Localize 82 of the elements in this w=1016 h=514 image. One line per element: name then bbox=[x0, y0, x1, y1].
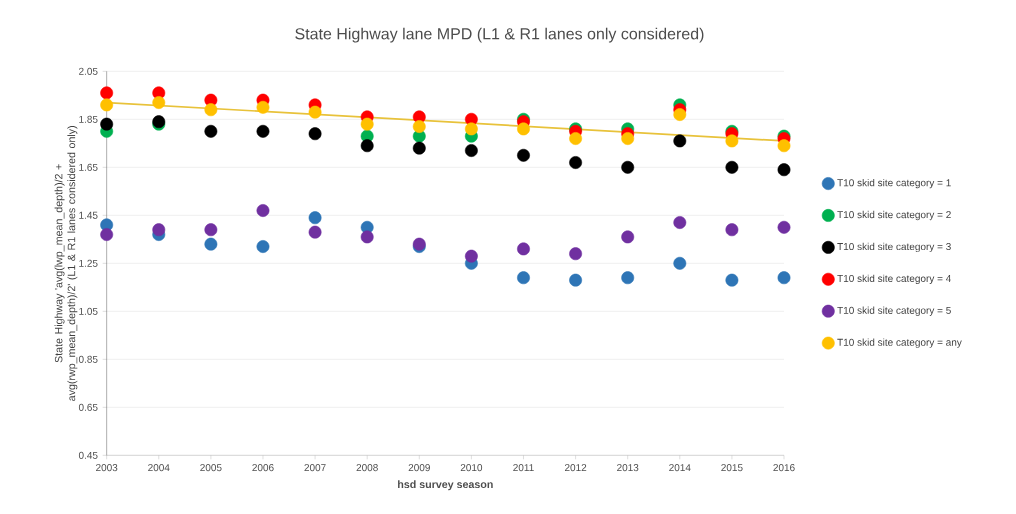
point bbox=[412, 141, 426, 155]
point bbox=[621, 132, 635, 145]
legend-label: T10 skid site category = 5 bbox=[837, 306, 951, 316]
point bbox=[569, 132, 582, 145]
point bbox=[412, 120, 426, 133]
x-tick-label: 2006 bbox=[252, 464, 274, 472]
point bbox=[777, 271, 791, 285]
point bbox=[621, 160, 635, 174]
legend-label: T10 skid site category = 3 bbox=[837, 242, 951, 253]
y-axis-title: State Highway 'avg(lwp_mean_depth)/2 + avg(rwp_mean_depth)/2' (L1 & R1 lanes considered only) bbox=[54, 126, 78, 401]
x-tick-label: 2005 bbox=[200, 464, 222, 472]
point bbox=[204, 103, 218, 117]
point bbox=[725, 273, 739, 287]
x-tick-label: 2010 bbox=[460, 464, 483, 472]
x-tick-label: 2009 bbox=[408, 464, 430, 472]
legend-label: T10 skid site category = 2 bbox=[837, 210, 951, 221]
point bbox=[256, 100, 270, 114]
legend-label: T10 skid site category = 1 bbox=[837, 178, 951, 189]
y-tick-label: 0.45 bbox=[78, 451, 98, 459]
point bbox=[517, 122, 530, 136]
x-tick-label: 2013 bbox=[617, 464, 639, 472]
x-tick-label: 2016 bbox=[773, 464, 795, 472]
y-tick-label: 0.85 bbox=[78, 355, 98, 363]
point bbox=[517, 271, 530, 285]
point bbox=[777, 220, 791, 234]
y-tick-label: 1.45 bbox=[79, 211, 98, 219]
point bbox=[673, 256, 687, 270]
point bbox=[673, 108, 687, 121]
point bbox=[256, 240, 270, 253]
point bbox=[204, 237, 218, 251]
point bbox=[308, 105, 322, 119]
point bbox=[725, 160, 739, 174]
point bbox=[621, 230, 635, 244]
y-tick-label: 1.25 bbox=[79, 259, 98, 267]
x-tick-label: 2004 bbox=[148, 464, 170, 472]
point bbox=[464, 122, 478, 136]
point bbox=[569, 247, 582, 261]
point bbox=[725, 223, 739, 237]
x-axis-title: hsd survey season bbox=[398, 480, 493, 491]
point bbox=[100, 117, 114, 131]
point bbox=[517, 148, 530, 162]
point bbox=[569, 156, 582, 169]
chart-title: State Highway lane MPD (L1 & R1 lanes only considered) bbox=[295, 27, 704, 43]
point bbox=[360, 139, 374, 153]
x-tick-label: 2014 bbox=[669, 464, 691, 472]
point bbox=[256, 204, 270, 217]
point bbox=[673, 216, 687, 229]
point bbox=[308, 225, 322, 239]
x-tick-label: 2008 bbox=[356, 464, 378, 472]
y-tick-label: 1.85 bbox=[79, 115, 98, 123]
point bbox=[464, 144, 478, 157]
point bbox=[673, 134, 687, 148]
y-tick-label: 2.05 bbox=[79, 67, 98, 75]
point bbox=[100, 86, 114, 100]
point bbox=[152, 96, 166, 109]
point bbox=[100, 98, 114, 112]
x-tick-label: 2003 bbox=[96, 464, 118, 472]
point bbox=[360, 230, 374, 244]
x-tick-label: 2015 bbox=[721, 464, 743, 472]
point bbox=[777, 139, 791, 153]
y-tick-label: 0.65 bbox=[78, 403, 98, 411]
x-tick-label: 2012 bbox=[564, 464, 587, 472]
point bbox=[777, 163, 791, 177]
point bbox=[517, 242, 530, 256]
y-tick-label: 1.65 bbox=[79, 163, 98, 171]
legend-label: T10 skid site category = 4 bbox=[837, 274, 951, 284]
legend-label: T10 skid site category = any bbox=[837, 338, 962, 348]
point bbox=[569, 273, 582, 287]
point bbox=[100, 228, 114, 241]
point bbox=[360, 117, 374, 131]
point bbox=[204, 124, 218, 138]
point bbox=[621, 271, 635, 285]
point bbox=[308, 211, 322, 225]
point bbox=[152, 223, 166, 237]
point bbox=[464, 249, 478, 263]
x-tick-label: 2007 bbox=[304, 464, 326, 472]
point bbox=[256, 124, 270, 138]
point bbox=[204, 223, 218, 237]
point bbox=[725, 134, 739, 148]
y-tick-label: 1.05 bbox=[79, 307, 98, 315]
x-tick-label: 2011 bbox=[513, 464, 534, 472]
point bbox=[308, 127, 322, 141]
